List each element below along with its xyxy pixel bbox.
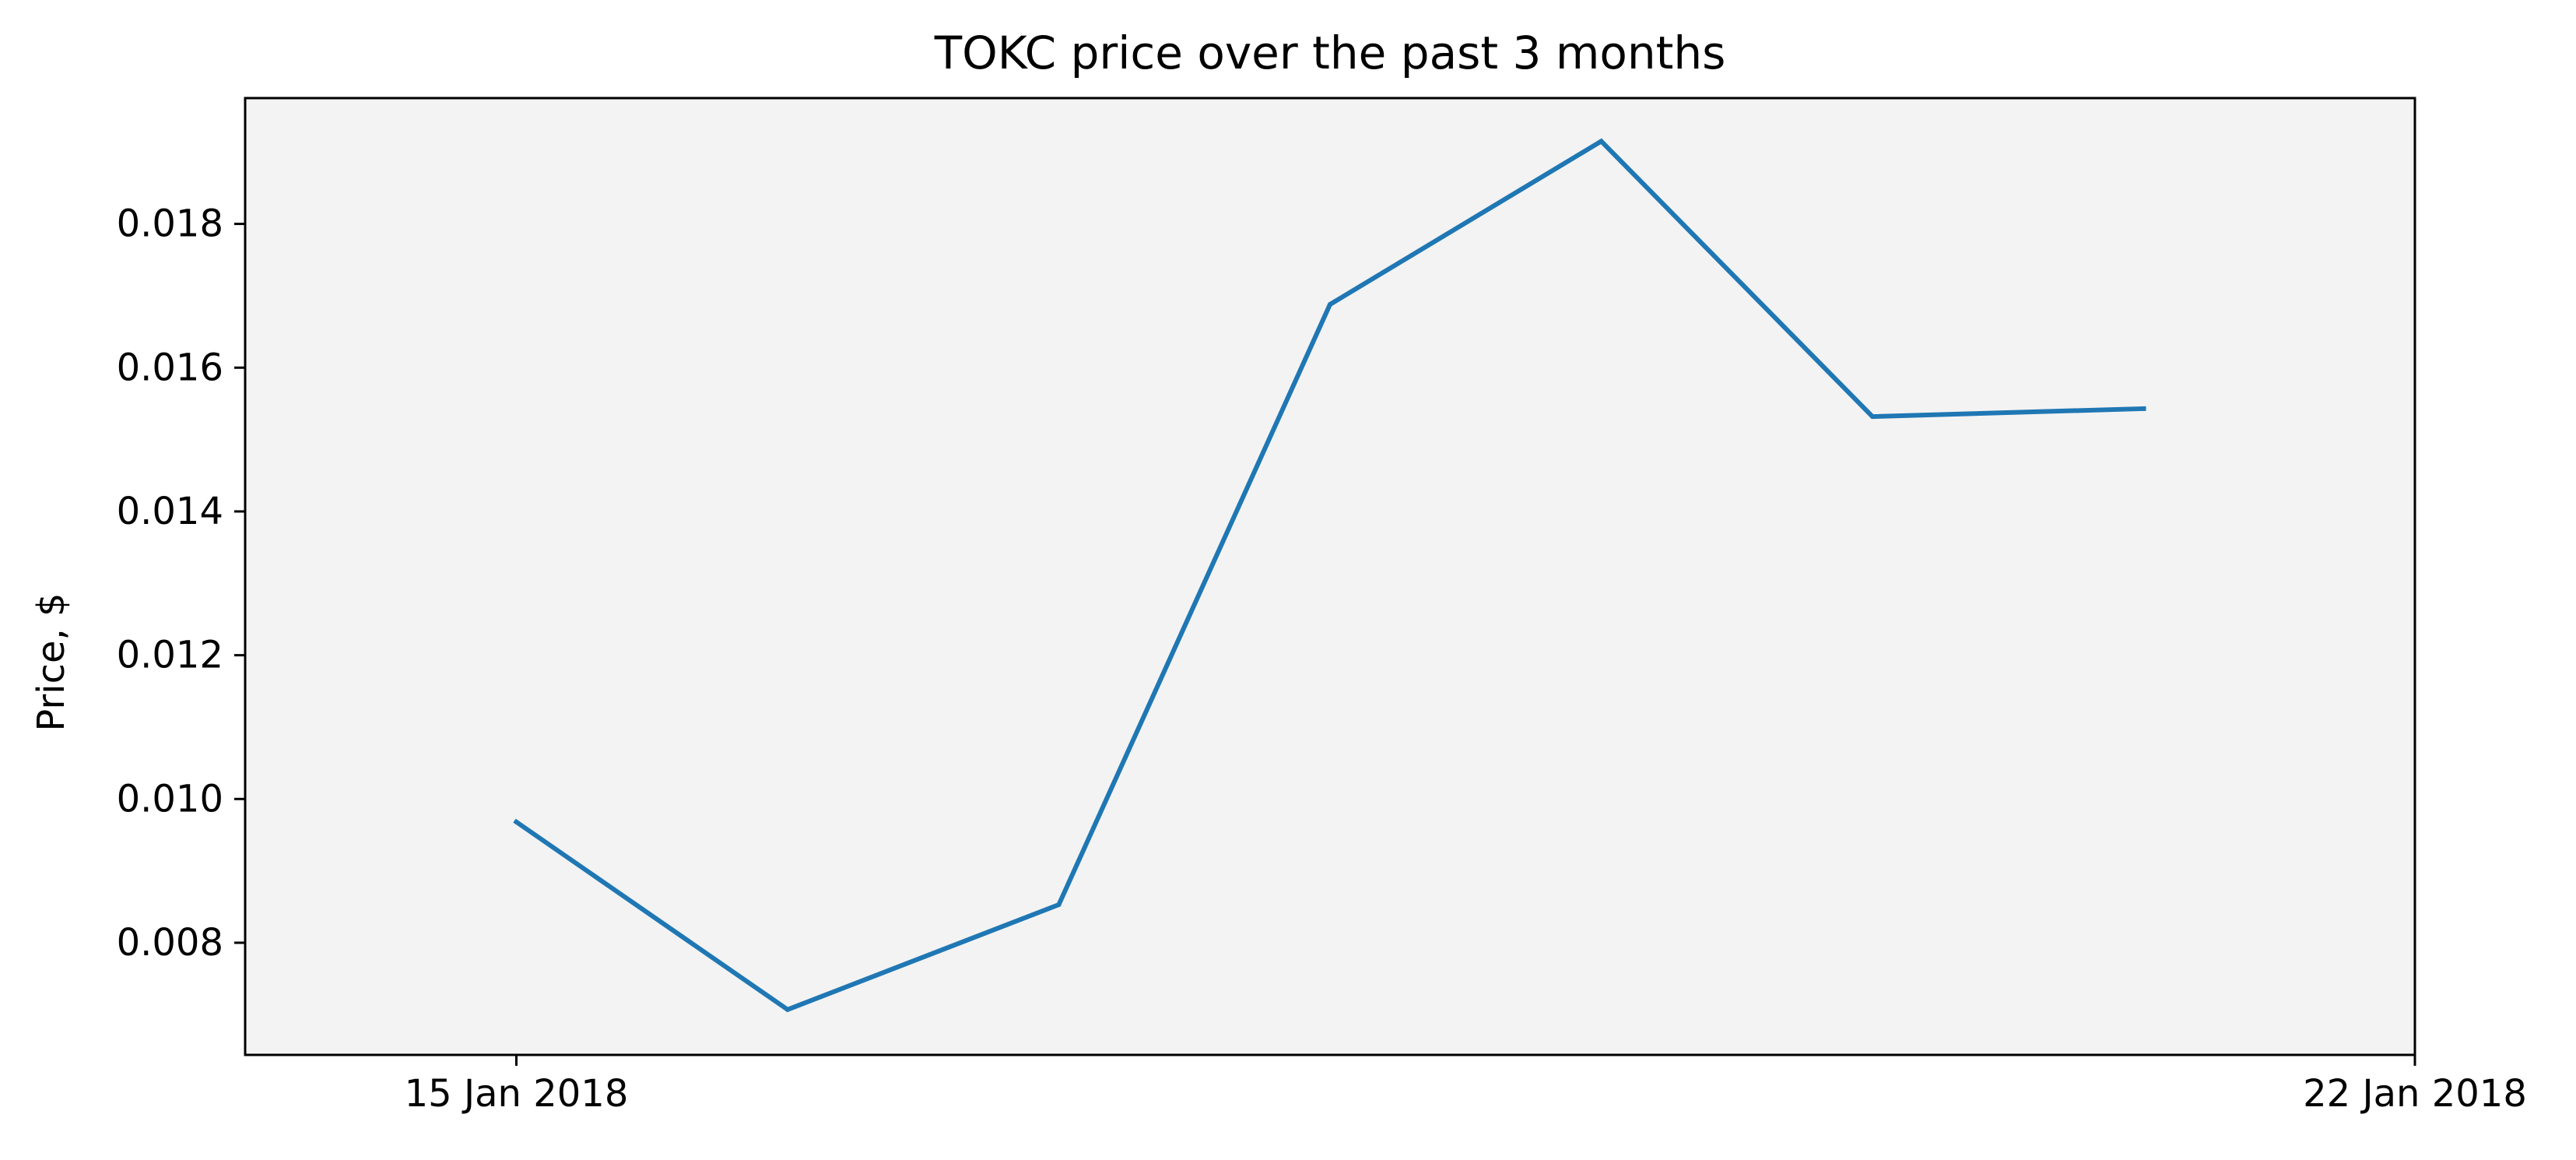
data-point — [1056, 902, 1062, 908]
data-point — [1599, 139, 1604, 144]
y-axis-label: Price, $ — [30, 592, 73, 731]
series-layer — [513, 138, 2146, 1013]
x-axis: 15 Jan 2018 22 Jan 2018 — [405, 1055, 2527, 1116]
y-tick-label: 0.014 — [117, 490, 223, 533]
y-tick-label: 0.010 — [117, 777, 223, 821]
x-tick-label: 22 Jan 2018 — [2303, 1072, 2527, 1116]
plot-area — [245, 98, 2415, 1055]
chart-title: TOKC price over the past 3 months — [934, 26, 1726, 79]
y-tick-label: 0.018 — [117, 202, 223, 246]
x-tick-label: 15 Jan 2018 — [405, 1072, 629, 1116]
data-point — [2141, 406, 2146, 411]
y-axis: 0.008 0.010 0.012 0.014 0.016 0.018 — [117, 202, 245, 965]
data-point — [1870, 414, 1875, 420]
y-tick-label: 0.008 — [117, 921, 223, 965]
y-tick-label: 0.012 — [117, 634, 223, 677]
plot-frame — [244, 97, 2416, 1056]
data-point — [1328, 302, 1332, 308]
data-point — [785, 1007, 790, 1012]
y-tick-label: 0.016 — [117, 346, 223, 389]
data-point — [514, 819, 519, 824]
